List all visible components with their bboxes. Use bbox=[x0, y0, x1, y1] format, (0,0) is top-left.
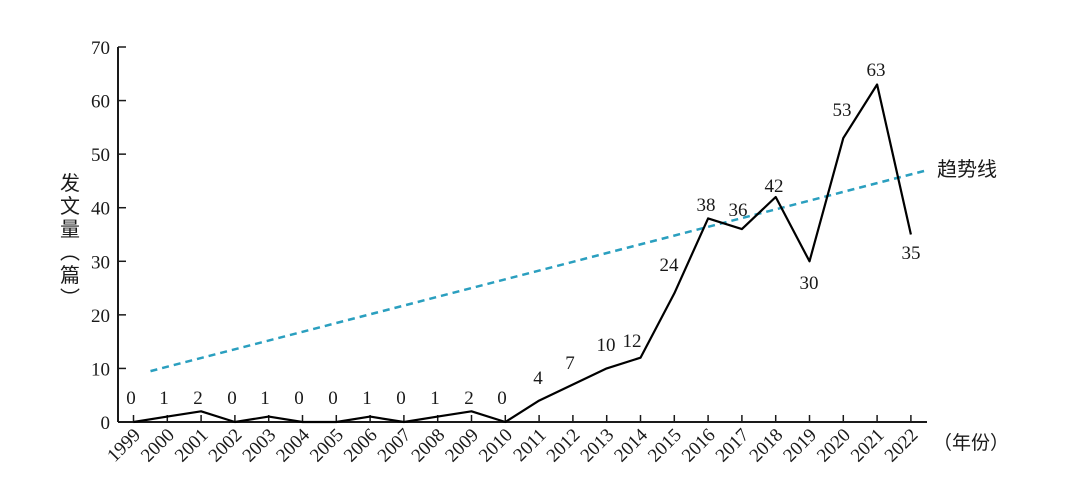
x-tick-label: 2011 bbox=[509, 425, 550, 466]
data-label: 42 bbox=[765, 176, 784, 197]
y-tick-label: 40 bbox=[91, 199, 110, 220]
series-group bbox=[133, 83, 912, 424]
y-axis-label-char: 发 bbox=[60, 172, 80, 195]
data-label: 7 bbox=[565, 353, 575, 374]
y-tick-label: 10 bbox=[91, 359, 110, 380]
data-label: 10 bbox=[597, 335, 616, 356]
data-label: 63 bbox=[867, 60, 886, 81]
x-tick-label: 2006 bbox=[340, 425, 382, 467]
data-label: 0 bbox=[227, 388, 237, 409]
y-tick-label: 70 bbox=[91, 38, 110, 59]
data-label: 4 bbox=[533, 368, 543, 389]
x-tick-label: 2005 bbox=[306, 425, 348, 467]
trendline bbox=[150, 169, 928, 373]
data-label: 36 bbox=[729, 200, 748, 221]
axes: 0102030405060701999200020012002200320042… bbox=[91, 38, 927, 466]
x-tick-label: 2014 bbox=[610, 424, 652, 466]
data-label: 53 bbox=[833, 100, 852, 121]
x-tick-label: 2020 bbox=[813, 425, 855, 467]
data-label: 2 bbox=[464, 388, 474, 409]
x-tick-label: 2022 bbox=[881, 425, 923, 467]
x-tick-label: 2021 bbox=[847, 425, 889, 467]
y-axis-label-char: ︶ bbox=[60, 287, 80, 310]
y-tick-label: 0 bbox=[101, 413, 111, 434]
x-tick-label: 2000 bbox=[137, 425, 179, 467]
x-axis-label: （年份） bbox=[933, 432, 1009, 454]
data-label: 1 bbox=[362, 388, 372, 409]
x-tick-label: 2019 bbox=[779, 425, 821, 467]
data-label: 0 bbox=[328, 388, 338, 409]
x-tick-label: 2001 bbox=[171, 425, 213, 467]
y-axis-label-char: ︵ bbox=[60, 242, 80, 264]
y-axis-label-char: 篇 bbox=[60, 264, 80, 287]
data-label: 0 bbox=[396, 388, 406, 409]
y-tick-label: 60 bbox=[91, 92, 110, 113]
x-tick-label: 2012 bbox=[543, 425, 585, 467]
x-tick-label: 2016 bbox=[678, 425, 720, 467]
y-axis-label-char: 文 bbox=[60, 195, 80, 218]
data-label: 12 bbox=[623, 331, 642, 352]
x-tick-label: 2003 bbox=[239, 425, 281, 467]
y-axis-label: 发文量︵篇︶ bbox=[60, 172, 80, 310]
y-tick-label: 20 bbox=[91, 306, 110, 327]
x-tick-label: 2007 bbox=[374, 425, 416, 467]
x-tick-label: 2008 bbox=[408, 425, 450, 467]
y-tick-label: 50 bbox=[91, 145, 110, 166]
data-label: 0 bbox=[497, 388, 507, 409]
data-label: 30 bbox=[800, 273, 819, 294]
data-label: 2 bbox=[193, 388, 203, 409]
x-tick-label: 2004 bbox=[272, 424, 314, 466]
data-label: 0 bbox=[126, 388, 136, 409]
data-label: 35 bbox=[902, 243, 921, 264]
x-tick-label: 2017 bbox=[712, 425, 754, 467]
data-label: 1 bbox=[260, 388, 270, 409]
data-label: 0 bbox=[294, 388, 304, 409]
y-tick-label: 30 bbox=[91, 252, 110, 273]
x-tick-label: 2018 bbox=[746, 425, 788, 467]
data-label: 24 bbox=[660, 255, 680, 276]
x-tick-label: 2010 bbox=[475, 425, 517, 467]
x-tick-label: 2009 bbox=[441, 425, 483, 467]
data-label: 38 bbox=[697, 195, 716, 216]
series-line bbox=[133, 83, 912, 424]
x-tick-label: 2015 bbox=[644, 425, 686, 467]
trendline-group: 趋势线 bbox=[150, 158, 997, 373]
data-label: 1 bbox=[430, 388, 440, 409]
x-tick-label: 2013 bbox=[577, 425, 619, 467]
data-label: 1 bbox=[159, 388, 169, 409]
x-tick-label: 2002 bbox=[205, 425, 247, 467]
trendline-label: 趋势线 bbox=[937, 158, 997, 181]
y-axis-label-char: 量 bbox=[60, 219, 80, 241]
